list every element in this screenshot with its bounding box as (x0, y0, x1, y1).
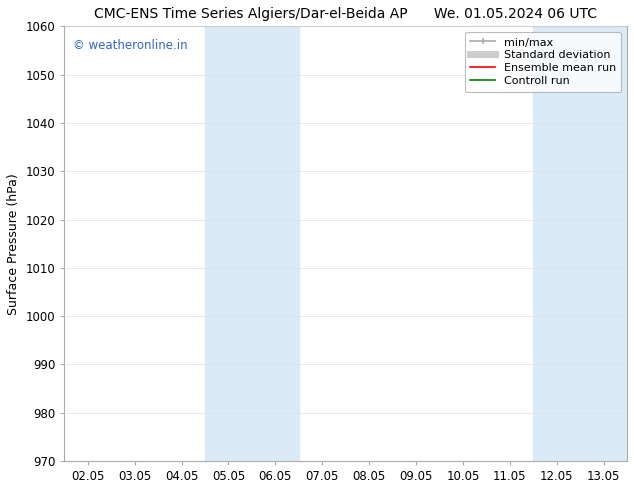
Legend: min/max, Standard deviation, Ensemble mean run, Controll run: min/max, Standard deviation, Ensemble me… (465, 32, 621, 92)
Bar (533, 26, 627, 461)
Bar (205, 26, 299, 461)
Y-axis label: Surface Pressure (hPa): Surface Pressure (hPa) (7, 173, 20, 315)
Title: CMC-ENS Time Series Algiers/Dar-el-Beida AP      We. 01.05.2024 06 UTC: CMC-ENS Time Series Algiers/Dar-el-Beida… (94, 7, 597, 21)
Text: © weatheronline.in: © weatheronline.in (73, 39, 187, 52)
